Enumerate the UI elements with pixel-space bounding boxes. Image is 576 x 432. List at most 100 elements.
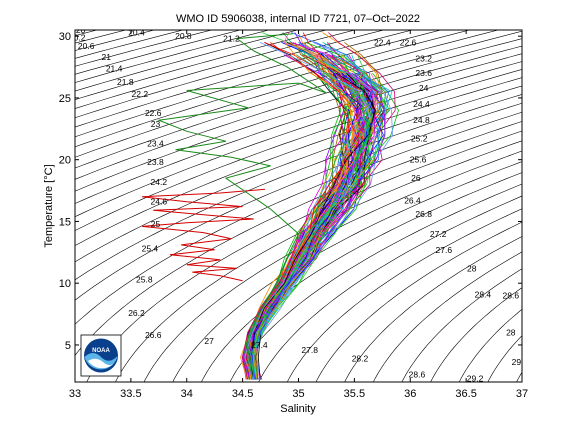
isopycnal-label: 22.6 (145, 108, 162, 118)
isopycnal-line (75, 30, 185, 59)
y-axis-label: Temperature [°C] (43, 164, 55, 247)
isopycnal-line (75, 30, 242, 75)
isopycnal-label: 23 (151, 119, 161, 129)
isopycnal-label: 23.6 (415, 68, 432, 78)
isopycnal-line (571, 376, 576, 388)
isopycnal-label: 23.2 (415, 53, 432, 63)
isopycnal-label: 26.2 (128, 308, 145, 318)
x-axis-label: Salinity (280, 403, 316, 415)
isopycnal-line (75, 30, 99, 36)
isopycnal-label: 24.2 (151, 177, 168, 187)
x-tick-label: 33.5 (120, 388, 141, 400)
y-tick-label: 10 (59, 278, 71, 290)
isopycnal-line (258, 195, 522, 382)
isopycnal-label: 27.6 (436, 245, 453, 255)
isopycnal-line (75, 69, 522, 231)
isopycnal-label: 20.4 (128, 27, 145, 37)
isopycnal-label: 21.4 (106, 63, 123, 73)
isopycnal-label: 26.6 (145, 330, 162, 340)
isopycnal-line (75, 30, 471, 148)
x-tick-label: 35 (292, 388, 304, 400)
isopycnal-label: 27 (204, 336, 214, 346)
isopycnal-line (23, 18, 60, 27)
isopycnal-label: 20.2 (69, 32, 86, 42)
logo-text: NOAA (92, 348, 110, 354)
isopycnal-label: 25.8 (136, 274, 153, 284)
isopycnal-label: 28.4 (475, 289, 492, 299)
isopycnal-line (75, 30, 213, 67)
isopycnal-line (75, 30, 385, 119)
profile-line (248, 42, 386, 380)
isopycnal-line (143, 150, 522, 382)
isopycnal-line (75, 61, 522, 218)
isopycnal-line (487, 335, 522, 382)
isopycnal-label: 24.4 (413, 99, 430, 109)
profile-line (244, 42, 368, 380)
noaa-logo: NOAA (80, 334, 122, 377)
isopycnal-label: 23.4 (147, 139, 164, 149)
isopycnal-label: 28.6 (409, 370, 426, 380)
isopycnal-label: 24.6 (151, 197, 168, 207)
isopycnal-line (75, 94, 522, 281)
isopycnal-line (75, 30, 156, 51)
profile-line (249, 72, 377, 380)
profile-line (250, 54, 361, 380)
isopycnal-line (401, 268, 522, 382)
isopycnal-label: 26.8 (415, 209, 432, 219)
isopycnal-line (115, 140, 522, 382)
profile-line (240, 42, 355, 380)
isopycnal-label: 29 (512, 357, 522, 367)
isopycnal-line (372, 251, 522, 382)
isopycnal-line (286, 208, 522, 382)
isopycnal-line (516, 371, 522, 382)
isopycnal-label: 25.4 (142, 244, 159, 254)
profile-line (251, 72, 358, 380)
isopycnal-line (75, 30, 299, 92)
isopycnal-label: 28 (467, 263, 477, 273)
isopycnal-line (75, 30, 500, 158)
y-tick-label: 30 (59, 31, 71, 43)
isopycnal-label: 27.2 (430, 229, 447, 239)
isopycnal-label: 24.8 (413, 115, 430, 125)
isopycnal-label: 22.2 (132, 89, 149, 99)
x-tick-label: 34.5 (232, 388, 253, 400)
isopycnal-label: 29.2 (467, 373, 484, 383)
profile-lines (142, 32, 399, 380)
x-tick-label: 36 (404, 388, 416, 400)
x-tick-label: 34 (181, 388, 193, 400)
profile-line (252, 73, 375, 380)
profile-line (248, 42, 354, 380)
x-tick-label: 35.5 (344, 388, 365, 400)
isopycnal-line (458, 308, 522, 382)
isopycnal-line (75, 30, 328, 100)
isopycnal-label: 28.6 (503, 291, 520, 301)
axis-ticks: 33 33.5 34 34.5 35 35.5 36 36.5 37 5 10 15 20 25 30 (59, 30, 528, 400)
isopycnal-label: 25 (151, 219, 161, 229)
y-tick-label: 5 (65, 340, 71, 352)
isopycnal-label: 24 (419, 83, 429, 93)
isopycnal-line (200, 172, 522, 382)
isopycnal-label: 28 (506, 328, 516, 338)
isopycnal-line (75, 30, 357, 109)
isopycnal-label: 22.6 (400, 37, 417, 47)
y-tick-label: 15 (59, 216, 71, 228)
x-tick-label: 37 (516, 388, 528, 400)
y-tick-label: 20 (59, 155, 71, 167)
x-tick-label: 36.5 (455, 388, 476, 400)
highlight-profile-line (142, 188, 266, 282)
isopycnal-line (75, 38, 522, 180)
isopycnal-label: 21 (102, 52, 112, 62)
isopycnal-line (75, 30, 522, 169)
x-tick-label: 33 (69, 388, 81, 400)
isopycnal-label: 21.2 (223, 34, 240, 44)
isopycnal-line (430, 287, 522, 382)
isopycnal-line (75, 30, 271, 83)
isopycnal-label: 20.8 (175, 31, 192, 41)
highlight-profile-line (156, 33, 327, 364)
isopycnal-label: 25.2 (411, 134, 428, 144)
isopycnal-label: 26.4 (404, 195, 421, 205)
isopycnal-lines (23, 18, 576, 388)
isopycnal-label: 21.8 (117, 77, 134, 87)
isopycnal-label: 27.8 (301, 345, 318, 355)
